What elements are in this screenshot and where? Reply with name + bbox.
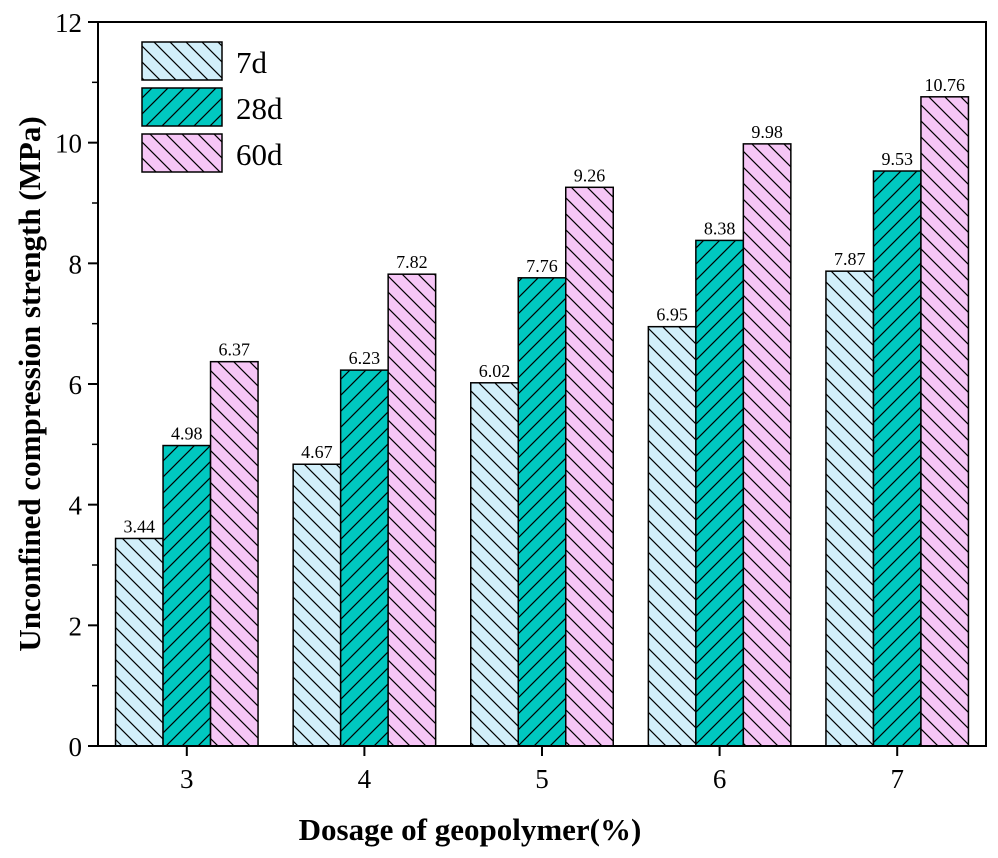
bar-7d-6 [647,325,697,747]
y-axis-title: Unconfined compression strength (MPa) [12,116,47,651]
x-tick-label-3: 3 [180,764,194,794]
legend-label-60d: 60d [236,137,283,172]
bar-60d-3 [209,360,259,747]
data-label-7d-6: 6.95 [656,305,688,325]
y-tick-label-8: 8 [69,249,83,279]
data-label-28d-5: 7.76 [526,256,558,276]
legend-item-60d: 60d [141,133,283,173]
bar-7d-4 [292,463,342,747]
data-label-7d-3: 3.44 [124,516,156,536]
data-label-28d-7: 9.53 [881,149,913,169]
bar-60d-4 [387,273,437,747]
bar-60d-7 [920,96,970,747]
y-tick-label-12: 12 [55,8,82,38]
y-tick-label-6: 6 [69,370,83,400]
data-label-60d-7: 10.76 [924,75,965,95]
data-label-60d-4: 7.82 [396,252,428,272]
x-tick-label-5: 5 [535,764,549,794]
bar-28d-4 [339,369,389,747]
legend: 7d 28d 60d [141,41,283,173]
bar-60d-5 [565,186,614,747]
legend-item-7d: 7d [141,41,268,81]
legend-item-28d: 28d [141,87,283,127]
y-tick-label-2: 2 [69,611,83,641]
bar-7d-3 [114,537,164,747]
data-label-28d-6: 8.38 [704,218,736,238]
data-label-28d-3: 4.98 [171,424,203,444]
x-tick-label-7: 7 [890,764,904,794]
y-tick-label-10: 10 [55,129,82,159]
bar-60d-6 [742,143,792,747]
data-label-60d-5: 9.26 [574,165,606,185]
bar-28d-3 [162,444,212,747]
data-label-7d-5: 6.02 [479,361,511,381]
bar-7d-5 [470,382,519,747]
data-label-7d-4: 4.67 [301,442,333,462]
bar-28d-5 [517,277,567,747]
data-label-60d-6: 9.98 [751,122,783,142]
plot-frame [97,21,987,747]
data-label-28d-4: 6.23 [349,348,381,368]
legend-label-7d: 7d [236,45,268,80]
bar-28d-7 [872,170,922,747]
data-label-60d-3: 6.37 [219,340,251,360]
legend-label-28d: 28d [236,91,283,126]
bar-7d-7 [825,270,875,747]
y-tick-label-4: 4 [69,491,83,521]
x-axis-title: Dosage of geopolymer(%) [299,812,642,847]
data-label-7d-7: 7.87 [834,249,866,269]
y-tick-label-0: 0 [69,732,83,762]
x-tick-label-6: 6 [713,764,727,794]
x-tick-label-4: 4 [358,764,372,794]
bar-28d-6 [695,239,745,747]
